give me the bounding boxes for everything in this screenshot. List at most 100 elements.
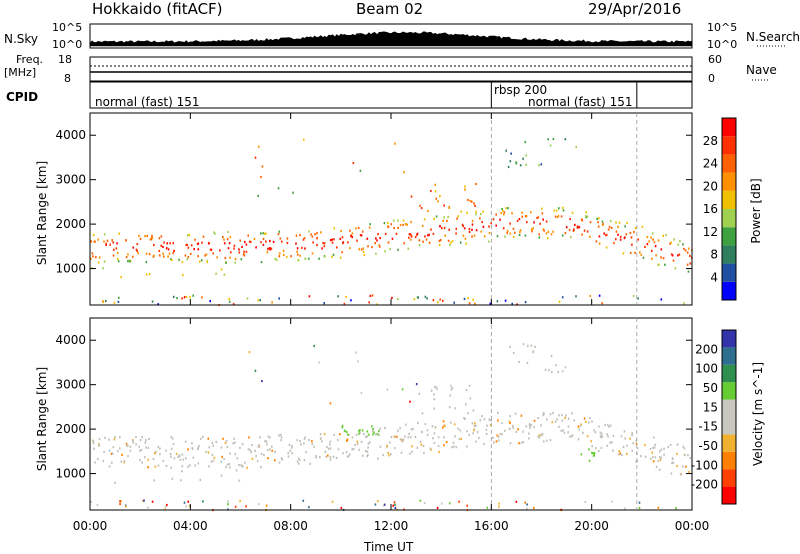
velocity-ytick-label-2: 2000 xyxy=(55,422,86,436)
power-main-band xyxy=(329,227,342,259)
power-colorbar-swatch-9 xyxy=(722,118,736,137)
power-main-band xyxy=(178,233,192,264)
velocity-far-echo xyxy=(509,343,567,374)
velocity-main-band xyxy=(504,412,518,445)
velocity-upper-echo xyxy=(418,384,475,415)
nave-tick-high: 60 xyxy=(708,53,722,66)
velocity-low-echo xyxy=(114,469,241,484)
freq-unit-label: [MHz] xyxy=(4,66,37,79)
velocity-main-band xyxy=(679,445,691,476)
cpid-panel-frame xyxy=(89,81,693,109)
velocity-main-band xyxy=(254,436,266,469)
power-colorbar-swatch-7 xyxy=(722,154,736,173)
power-main-band xyxy=(428,215,443,246)
velocity-main-band xyxy=(393,427,405,454)
cpid-label: CPID xyxy=(6,90,39,104)
power-main-band xyxy=(266,233,280,262)
velocity-ytick-label-3: 1000 xyxy=(55,467,86,481)
velocity-colorbar-tick-1: 100 xyxy=(695,362,718,376)
velocity-main-band xyxy=(178,440,191,468)
time-tick-label-2: 08:00 xyxy=(273,519,308,533)
power-main-band xyxy=(303,230,316,260)
velocity-main-band xyxy=(416,421,429,455)
power-main-band xyxy=(366,223,380,255)
nsky-label: N.Sky xyxy=(4,32,39,46)
power-main-band xyxy=(355,226,366,257)
power-colorbar-tick-5: 8 xyxy=(710,248,718,262)
cpid-segment-3: normal (fast) 151 xyxy=(528,95,633,109)
power-colorbar-swatch-6 xyxy=(722,172,736,191)
velocity-main-band xyxy=(265,435,276,462)
power-main-band xyxy=(455,215,467,245)
velocity-main-band xyxy=(379,426,393,457)
freq-label: Freq. xyxy=(16,53,44,66)
power-ytick-label-2: 2000 xyxy=(55,217,86,231)
power-main-band xyxy=(240,234,252,261)
velocity-colorbar-swatch-0 xyxy=(722,486,736,504)
date-title: 29/Apr/2016 xyxy=(588,0,682,18)
power-main-band xyxy=(316,231,326,260)
velocity-main-band xyxy=(654,447,665,471)
velocity-main-band xyxy=(215,437,229,469)
power-main-band xyxy=(617,221,628,255)
nsky-tick-high: 10^5 xyxy=(52,21,83,34)
power-main-band xyxy=(581,211,592,238)
freq-tick-high: 18 xyxy=(58,53,72,66)
power-main-band xyxy=(568,211,581,239)
velocity-main-band xyxy=(191,435,204,467)
velocity-main-band xyxy=(129,436,142,462)
power-colorbar-tick-0: 28 xyxy=(703,134,718,148)
power-main-band xyxy=(153,235,165,258)
velocity-main-band xyxy=(103,436,116,468)
velocity-colorbar-tick-3: 15 xyxy=(703,400,718,414)
time-tick-label-5: 20:00 xyxy=(574,519,609,533)
velocity-main-band xyxy=(644,436,656,463)
power-main-band xyxy=(103,233,115,263)
velocity-colorbar-swatch-5 xyxy=(722,399,736,417)
velocity-green-patch-2 xyxy=(580,448,596,462)
velocity-main-band xyxy=(667,443,679,475)
nsky-panel-frame xyxy=(89,23,693,49)
velocity-main-band xyxy=(453,417,468,449)
power-main-band xyxy=(642,232,656,260)
power-main-band xyxy=(391,219,405,251)
power-main-band xyxy=(466,210,478,238)
power-upper-echo xyxy=(419,182,477,213)
power-colorbar-tick-3: 16 xyxy=(703,202,718,216)
power-main-band xyxy=(278,230,292,259)
power-colorbar-swatch-8 xyxy=(722,136,736,155)
power-colorbar-frame xyxy=(721,117,737,301)
power-main-band xyxy=(90,233,101,264)
power-colorbar-swatch-1 xyxy=(722,263,736,282)
power-sparse-echo xyxy=(254,138,413,198)
velocity-main-band xyxy=(329,433,341,461)
power-main-band xyxy=(216,230,230,264)
time-tick-label-1: 04:00 xyxy=(173,519,208,533)
velocity-main-band xyxy=(541,411,554,443)
nave-tick-low: 0 xyxy=(708,72,715,85)
power-ytick-label-0: 4000 xyxy=(55,128,86,142)
power-main-band xyxy=(379,221,393,253)
cpid-segment-2: rbsp 200 xyxy=(494,83,548,97)
power-main-band xyxy=(115,232,129,263)
beam-title: Beam 02 xyxy=(356,0,424,18)
nsearch-tick-high: 10^5 xyxy=(707,21,738,34)
velocity-colorbar-swatch-1 xyxy=(722,469,736,487)
velocity-colorbar-swatch-7 xyxy=(722,364,736,383)
velocity-main-band xyxy=(205,437,216,468)
time-tick-label-6: 00:00 xyxy=(675,519,710,533)
velocity-main-band xyxy=(517,414,531,445)
power-main-band xyxy=(595,217,605,245)
power-main-band xyxy=(504,207,516,239)
velocity-colorbar-tick-2: 50 xyxy=(703,381,718,395)
power-colorbar-tick-1: 24 xyxy=(703,157,718,171)
velocity-colorbar-swatch-6 xyxy=(722,382,736,400)
power-main-band xyxy=(479,210,492,243)
power-main-band xyxy=(516,211,528,237)
power-far-echo xyxy=(505,137,577,169)
velocity-main-band xyxy=(228,437,242,469)
velocity-main-band xyxy=(604,423,615,452)
velocity-colorbar-tick-0: 200 xyxy=(695,342,718,356)
nsearch-tick-low: 10^0 xyxy=(707,38,738,51)
